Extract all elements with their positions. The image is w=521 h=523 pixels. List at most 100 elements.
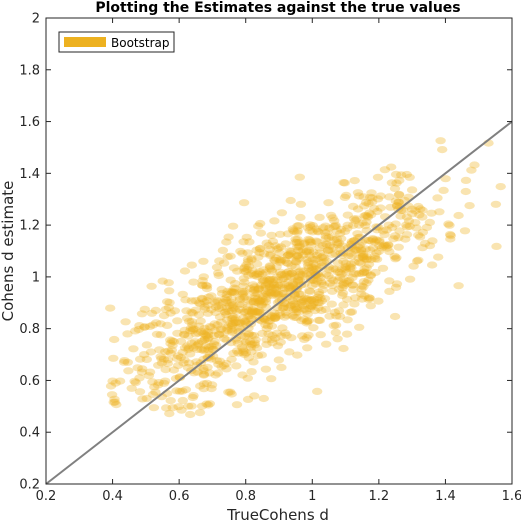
scatter-point: [406, 186, 418, 194]
scatter-point: [179, 344, 191, 352]
scatter-point: [312, 387, 323, 395]
scatter-point: [295, 299, 307, 307]
scatter-point: [203, 343, 215, 351]
scatter-point: [344, 265, 356, 273]
scatter-point: [283, 284, 295, 292]
scatter-point: [237, 290, 248, 298]
scatter-point: [278, 274, 289, 283]
scatter-point: [364, 246, 376, 254]
scatter-point: [178, 331, 190, 339]
scatter-point: [367, 235, 378, 243]
scatter-point: [406, 205, 418, 213]
scatter-point: [445, 235, 456, 243]
scatter-point: [228, 264, 240, 272]
scatter-point: [285, 283, 297, 291]
scatter-point: [266, 289, 277, 297]
scatter-point: [290, 258, 301, 266]
scatter-point: [230, 319, 241, 327]
scatter-point: [307, 255, 318, 263]
scatter-point: [186, 339, 197, 347]
scatter-point: [245, 343, 257, 351]
scatter-point: [313, 288, 325, 296]
scatter-point: [292, 252, 304, 260]
y-tick-label: 2: [32, 12, 40, 27]
scatter-point: [358, 250, 369, 259]
scatter-point: [312, 227, 323, 235]
scatter-point: [384, 277, 395, 285]
scatter-point: [240, 349, 252, 357]
scatter-point: [172, 352, 184, 360]
scatter-point: [341, 295, 353, 303]
scatter-point: [232, 267, 243, 275]
scatter-point: [141, 341, 153, 349]
scatter-point: [139, 305, 150, 313]
scatter-point: [312, 299, 324, 307]
scatter-point: [155, 331, 166, 339]
scatter-point: [252, 352, 264, 360]
scatter-point: [274, 258, 286, 266]
scatter-point: [260, 321, 271, 329]
scatter-point: [292, 295, 303, 303]
scatter-point: [229, 279, 241, 288]
scatter-point: [334, 268, 345, 277]
scatter-point: [258, 394, 269, 403]
scatter-point: [411, 257, 423, 265]
scatter-point: [326, 300, 337, 308]
scatter-point: [114, 377, 126, 385]
scatter-point: [257, 270, 268, 278]
scatter-point: [297, 251, 309, 259]
scatter-point: [362, 212, 373, 220]
scatter-point: [401, 213, 413, 221]
scatter-point: [254, 316, 265, 324]
scatter-point: [330, 221, 341, 229]
scatter-point: [370, 268, 381, 277]
scatter-point: [363, 276, 374, 284]
scatter-point: [211, 263, 223, 271]
scatter-point: [193, 322, 205, 330]
scatter-point: [312, 255, 323, 263]
scatter-point: [225, 288, 236, 296]
scatter-point: [276, 270, 287, 278]
scatter-point: [297, 271, 308, 279]
scatter-point: [123, 367, 134, 375]
scatter-point: [298, 305, 309, 313]
scatter-point: [238, 275, 249, 283]
scatter-point: [490, 200, 502, 208]
scatter-point: [301, 255, 312, 264]
scatter-point: [301, 334, 312, 342]
scatter-point: [253, 284, 265, 292]
scatter-point: [257, 295, 268, 303]
scatter-point: [183, 344, 194, 352]
scatter-point: [417, 206, 428, 214]
scatter-point: [224, 301, 235, 310]
scatter-point: [187, 321, 198, 329]
scatter-point: [401, 223, 413, 231]
scatter-point: [359, 255, 370, 263]
scatter-point: [119, 357, 130, 365]
scatter-point: [266, 231, 277, 239]
scatter-point: [160, 366, 171, 374]
scatter-point: [316, 258, 327, 267]
scatter-point: [216, 363, 227, 371]
scatter-point: [372, 195, 384, 203]
scatter-point: [311, 225, 322, 233]
scatter-point: [329, 308, 341, 316]
scatter-point: [239, 263, 250, 271]
scatter-point: [297, 301, 308, 309]
scatter-point: [249, 332, 260, 340]
scatter-point: [251, 344, 263, 352]
scatter-point: [260, 282, 271, 290]
scatter-point: [384, 287, 395, 295]
scatter-point: [254, 248, 265, 257]
scatter-point: [285, 252, 296, 260]
scatter-point: [367, 194, 378, 202]
scatter-point: [291, 258, 302, 266]
scatter-point: [162, 356, 174, 364]
scatter-point: [363, 236, 375, 245]
scatter-point: [314, 299, 325, 307]
scatter-point: [218, 361, 230, 370]
scatter-point: [291, 313, 302, 322]
scatter-point: [364, 209, 375, 217]
scatter-point: [391, 254, 402, 262]
scatter-point: [353, 192, 365, 200]
